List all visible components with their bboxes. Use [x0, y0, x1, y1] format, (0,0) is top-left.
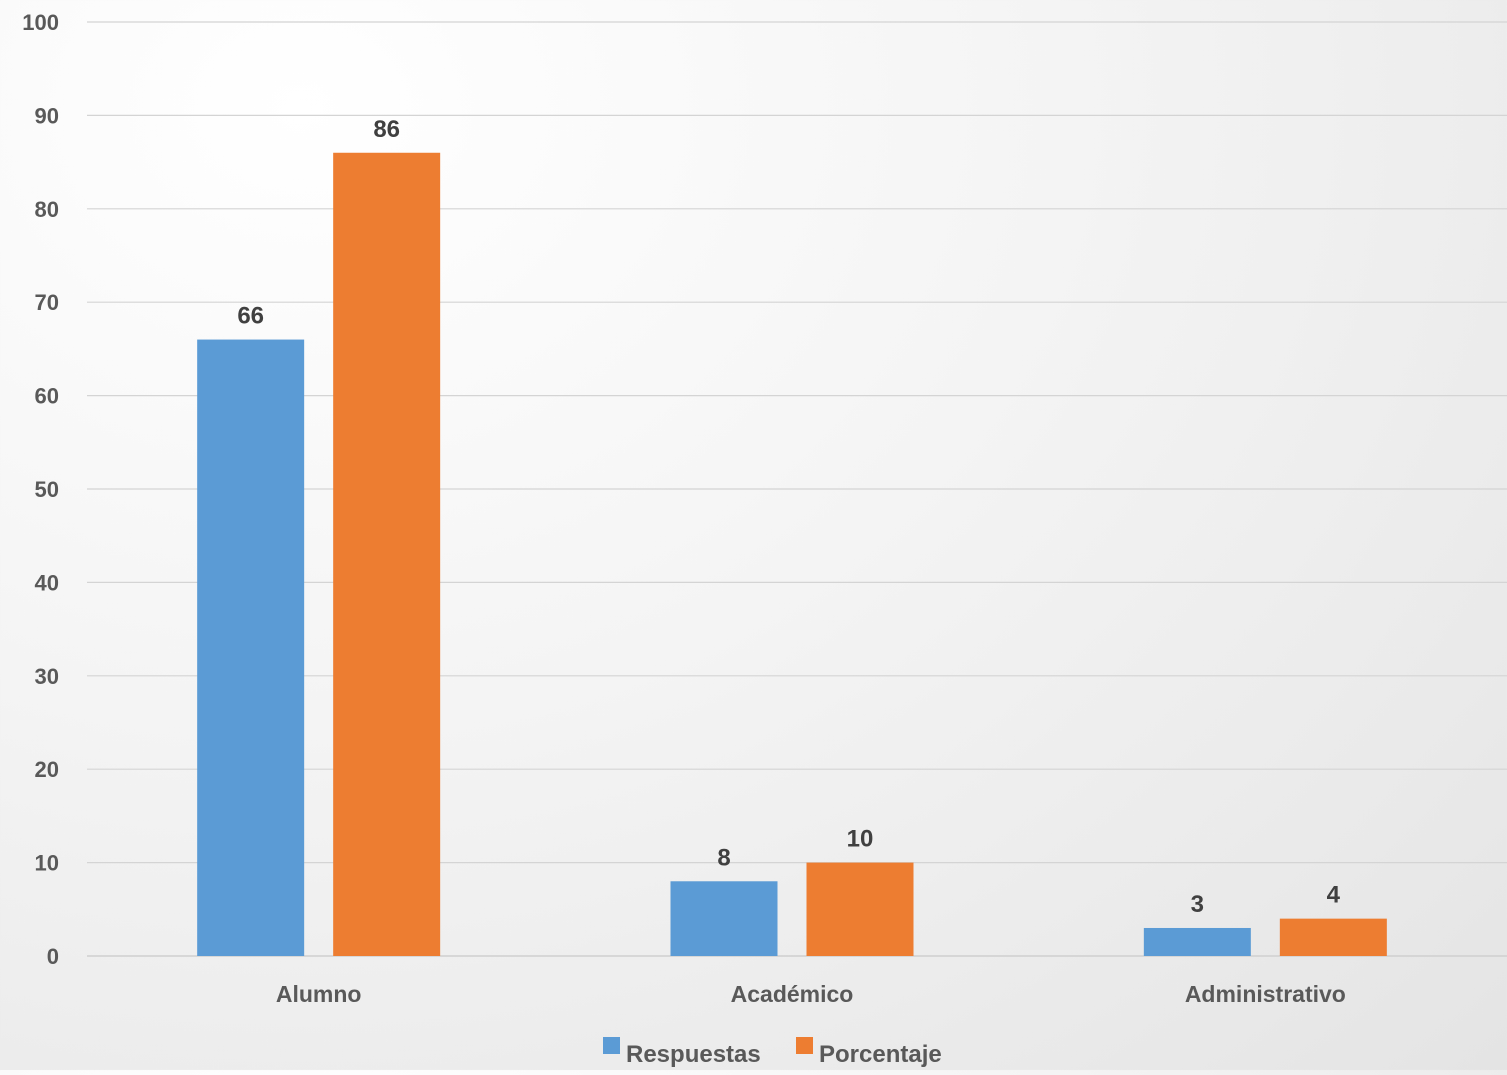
gridlines [87, 21, 1507, 957]
data-label: 10 [847, 826, 874, 853]
bar-respuestas [670, 881, 778, 956]
y-tick-label: 70 [35, 290, 59, 315]
bars [197, 152, 1387, 956]
y-tick-label: 50 [35, 477, 59, 502]
y-tick-label: 30 [35, 664, 59, 689]
x-category-label: Alumno [276, 981, 362, 1007]
data-label: 4 [1327, 882, 1341, 909]
bar-porcentaje [333, 152, 441, 956]
data-label: 3 [1191, 891, 1204, 918]
bar-respuestas [197, 339, 305, 956]
legend-item: Porcentaje [796, 1037, 942, 1068]
x-category-label: Académico [731, 981, 854, 1007]
y-tick-label: 0 [47, 944, 59, 969]
y-tick-label: 10 [35, 851, 59, 876]
x-axis-categories: Alumno Académico Administrativo [276, 981, 1346, 1007]
data-label: 8 [717, 844, 730, 871]
legend-label: Respuestas [626, 1041, 761, 1068]
y-tick-label: 90 [35, 103, 59, 128]
y-tick-label: 60 [35, 384, 59, 409]
y-tick-label: 40 [35, 570, 59, 595]
x-category-label: Administrativo [1185, 981, 1346, 1007]
bar-porcentaje [1279, 918, 1387, 956]
y-tick-label: 80 [35, 197, 59, 222]
legend-swatch [796, 1037, 813, 1054]
y-tick-label: 20 [35, 757, 59, 782]
bar-respuestas [1143, 927, 1251, 956]
legend-item: Respuestas [603, 1037, 761, 1068]
data-label: 86 [373, 116, 400, 143]
legend-label: Porcentaje [819, 1041, 942, 1068]
y-axis-ticks: 0 10 20 30 40 50 60 70 80 90 100 [22, 10, 59, 969]
legend-swatch [603, 1037, 620, 1054]
data-labels: 66 86 8 10 3 4 [237, 116, 1340, 918]
data-label: 66 [237, 303, 264, 330]
y-tick-label: 100 [22, 10, 59, 35]
legend: Respuestas Porcentaje [603, 1037, 942, 1068]
bar-porcentaje [806, 862, 914, 956]
